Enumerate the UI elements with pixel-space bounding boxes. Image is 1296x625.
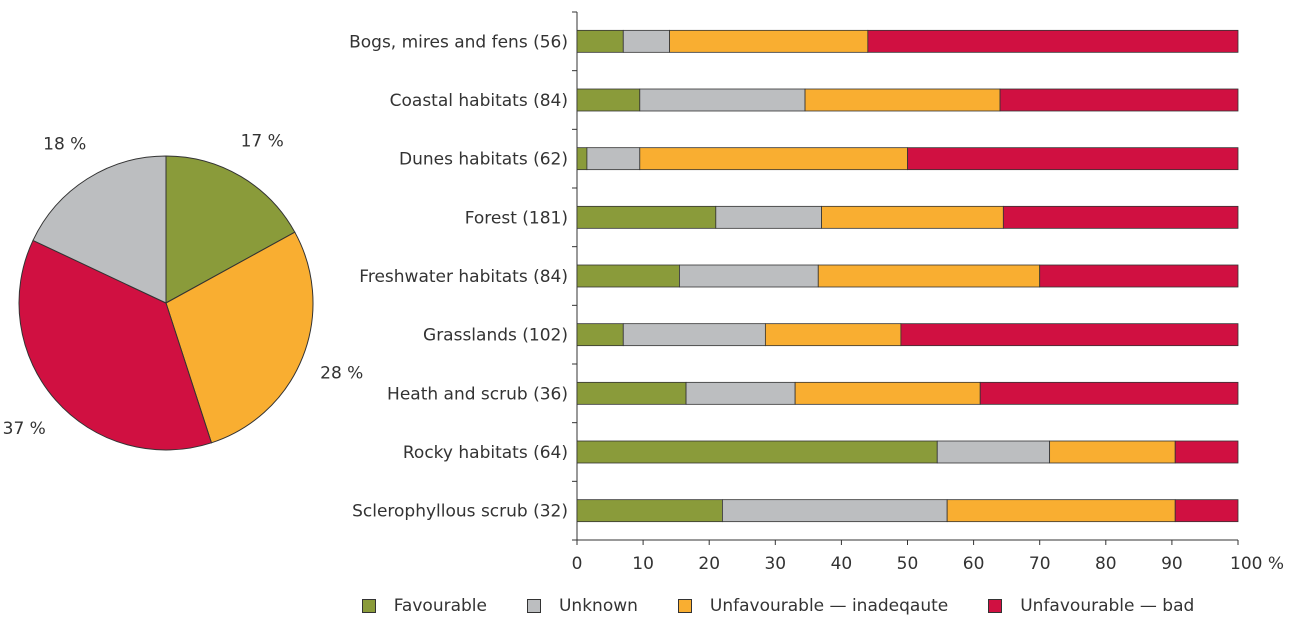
x-tick-label: 40 xyxy=(831,554,853,574)
pie-slice xyxy=(32,155,167,304)
category-label: Sclerophyllous scrub (32) xyxy=(352,502,568,522)
legend-swatch xyxy=(526,599,541,613)
category-label: Heath and scrub (36) xyxy=(387,384,568,404)
bar-segment xyxy=(586,147,641,171)
legend-item-unfavourable-inadequate: Unfavourable — inadeqaute xyxy=(677,596,949,616)
x-tick-label: 10 xyxy=(632,554,654,574)
pie-slice xyxy=(18,239,213,451)
x-tick-label: 90 xyxy=(1161,554,1183,574)
bar-segment xyxy=(907,147,1239,171)
bar-segment xyxy=(639,147,908,171)
bar-segment xyxy=(639,88,806,112)
bar-segment xyxy=(946,499,1176,523)
bar-segment xyxy=(715,205,822,229)
bar-segment xyxy=(679,264,819,288)
bar-segment xyxy=(576,205,717,229)
bar-segment xyxy=(576,499,723,523)
pie-slice xyxy=(165,155,296,304)
bar-segment xyxy=(576,323,624,347)
bar-segment xyxy=(622,323,766,347)
bar-segment xyxy=(1002,205,1239,229)
x-tick-label: 80 xyxy=(1095,554,1117,574)
stacked-bar-chart: Bogs, mires and fens (56) Coastal habitat… xyxy=(349,11,1284,574)
pie-slice xyxy=(165,231,314,444)
bar-segment xyxy=(1174,499,1239,523)
legend-item-unfavourable-bad: Unfavourable — bad xyxy=(988,596,1194,616)
bar-segment xyxy=(622,29,670,53)
bar-segment xyxy=(1039,264,1239,288)
category-label: Coastal habitats (84) xyxy=(390,91,568,111)
category-label: Dunes habitats (62) xyxy=(399,150,568,170)
x-tick-label: 20 xyxy=(698,554,720,574)
bar-segment xyxy=(576,88,641,112)
bar-segment xyxy=(669,29,869,53)
legend-swatch xyxy=(361,599,376,613)
bar-segment xyxy=(804,88,1001,112)
legend-label: Unfavourable — bad xyxy=(1020,596,1195,616)
bar-segment xyxy=(576,440,938,464)
legend-label: Favourable xyxy=(393,596,487,616)
legend-item-unknown: Unknown xyxy=(526,596,638,616)
pie-slice-label: 37 % xyxy=(3,419,46,439)
bar-segment xyxy=(722,499,948,523)
category-label: Bogs, mires and fens (56) xyxy=(349,32,568,52)
bar-segment xyxy=(576,264,680,288)
bar-segment xyxy=(576,147,588,171)
pie-slice-label: 18 % xyxy=(43,134,86,154)
x-tick-label: 60 xyxy=(963,554,985,574)
category-label: Rocky habitats (64) xyxy=(403,443,568,463)
bar-segment xyxy=(867,29,1239,53)
bar-segment xyxy=(900,323,1239,347)
category-label: Forest (181) xyxy=(465,208,568,228)
legend-swatch xyxy=(988,599,1003,613)
bar-segment xyxy=(999,88,1239,112)
x-tick-label: 100 % xyxy=(1230,554,1284,574)
legend-item-favourable: Favourable xyxy=(361,596,487,616)
category-label: Grasslands (102) xyxy=(423,326,568,346)
x-tick-label: 0 xyxy=(572,554,583,574)
x-tick-label: 70 xyxy=(1029,554,1051,574)
bar-segment xyxy=(764,323,902,347)
bar-segment xyxy=(1049,440,1176,464)
legend-label: Unfavourable — inadeqaute xyxy=(709,596,949,616)
category-label: Freshwater habitats (84) xyxy=(359,267,568,287)
bar-segment xyxy=(794,381,981,405)
legend: Favourable Unknown Unfavourable — inadeq… xyxy=(0,593,1296,619)
x-tick-label: 30 xyxy=(764,554,786,574)
bar-segment xyxy=(685,381,796,405)
bar-segment xyxy=(576,381,687,405)
legend-label: Unknown xyxy=(558,596,638,616)
bar-segment xyxy=(936,440,1051,464)
bar-segment xyxy=(576,29,624,53)
pie-chart: 17 % 28 % 37 % 18 % xyxy=(3,131,363,451)
x-tick-label: 50 xyxy=(897,554,919,574)
bar-segment xyxy=(1174,440,1239,464)
bar-segment xyxy=(821,205,1004,229)
pie-slice-label: 17 % xyxy=(241,131,284,151)
legend-swatch xyxy=(677,599,692,613)
bar-segment xyxy=(979,381,1239,405)
pie-slice-label: 28 % xyxy=(320,364,363,384)
bar-segment xyxy=(817,264,1041,288)
